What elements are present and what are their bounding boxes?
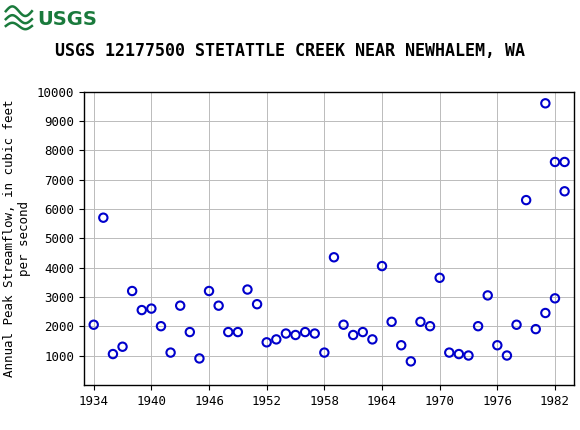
Point [157, 323, 166, 330]
Point [445, 349, 454, 356]
Point [195, 355, 204, 362]
Point [483, 292, 492, 299]
Point [550, 295, 560, 302]
Point [464, 352, 473, 359]
FancyBboxPatch shape [3, 2, 72, 38]
Point [406, 358, 415, 365]
Point [300, 329, 310, 335]
Point [541, 310, 550, 316]
Point [358, 329, 367, 335]
Point [329, 254, 339, 261]
Point [492, 342, 502, 349]
Point [435, 274, 444, 281]
Point [512, 321, 521, 328]
Point [128, 288, 137, 295]
Point [147, 305, 156, 312]
Point [560, 159, 569, 166]
Point [176, 302, 185, 309]
Point [243, 286, 252, 293]
Point [233, 329, 242, 335]
Point [281, 330, 291, 337]
Point [521, 197, 531, 203]
Text: USGS: USGS [38, 10, 97, 30]
Point [320, 349, 329, 356]
Point [349, 332, 358, 338]
Point [89, 321, 99, 328]
Point [262, 339, 271, 346]
Point [204, 288, 213, 295]
Point [473, 323, 483, 330]
Point [224, 329, 233, 335]
Point [541, 100, 550, 107]
Point [185, 329, 194, 335]
Point [368, 336, 377, 343]
Y-axis label: Annual Peak Streamflow, in cubic feet
per second: Annual Peak Streamflow, in cubic feet pe… [3, 99, 31, 377]
Point [550, 159, 560, 166]
Point [397, 342, 406, 349]
Point [137, 307, 146, 313]
Point [214, 302, 223, 309]
Point [118, 343, 127, 350]
Point [378, 263, 387, 270]
Text: USGS 12177500 STETATTLE CREEK NEAR NEWHALEM, WA: USGS 12177500 STETATTLE CREEK NEAR NEWHA… [55, 42, 525, 60]
Point [310, 330, 320, 337]
Point [416, 318, 425, 325]
Point [339, 321, 348, 328]
Point [425, 323, 434, 330]
Point [291, 332, 300, 338]
Point [108, 350, 118, 357]
Point [99, 214, 108, 221]
Point [454, 350, 463, 357]
Point [252, 301, 262, 307]
Point [387, 318, 396, 325]
Point [166, 349, 175, 356]
Point [560, 188, 569, 195]
Point [502, 352, 512, 359]
Point [531, 326, 541, 332]
Point [271, 336, 281, 343]
